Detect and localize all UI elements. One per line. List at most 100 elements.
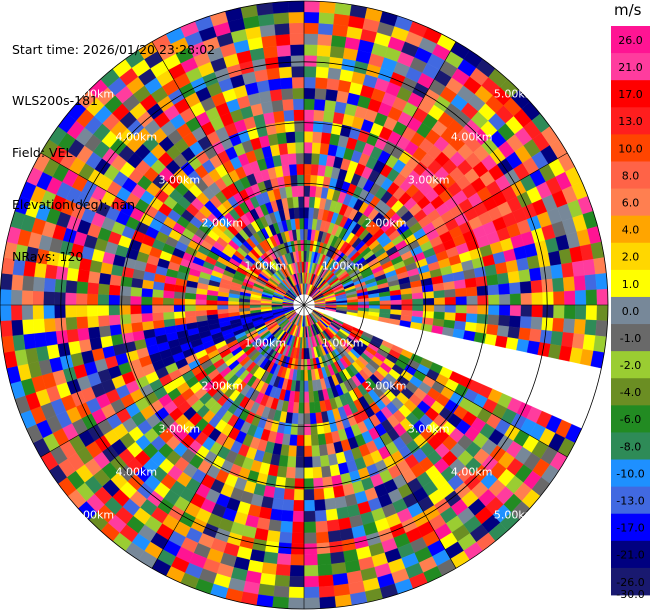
velocity-gate xyxy=(271,99,284,113)
velocity-gate xyxy=(120,323,133,335)
velocity-gate xyxy=(109,324,122,336)
velocity-gate xyxy=(303,109,315,121)
velocity-gate xyxy=(303,413,311,425)
colorbar-tick-label: -4.0 xyxy=(620,386,641,399)
colorbar-swatch xyxy=(611,296,650,325)
velocity-gate xyxy=(585,304,598,321)
velocity-gate xyxy=(520,304,533,318)
velocity-gate xyxy=(292,510,305,523)
velocity-gate xyxy=(119,285,132,297)
velocity-gate xyxy=(303,478,314,490)
velocity-gate xyxy=(311,153,321,165)
velocity-gate xyxy=(324,99,337,113)
velocity-gate xyxy=(390,304,402,311)
velocity-gate xyxy=(0,288,12,306)
velocity-gate xyxy=(550,330,564,346)
velocity-gate xyxy=(249,304,261,308)
velocity-gate xyxy=(325,88,339,102)
velocity-gate xyxy=(141,287,153,298)
colorbar-swatch xyxy=(611,405,650,433)
velocity-gate xyxy=(324,497,337,511)
velocity-gate xyxy=(495,261,508,275)
velocity-gate xyxy=(315,520,328,533)
velocity-gate xyxy=(54,304,66,319)
velocity-gate xyxy=(332,572,349,586)
azimuth-line xyxy=(40,152,305,306)
velocity-gate xyxy=(64,292,77,306)
velocity-gate xyxy=(284,477,296,490)
velocity-gate xyxy=(358,301,370,306)
velocity-gate xyxy=(309,412,317,425)
velocity-gate xyxy=(433,311,446,320)
velocity-gate xyxy=(444,288,456,298)
velocity-gate xyxy=(329,551,345,565)
instrument-label: WLS200s-181 xyxy=(12,93,98,109)
velocity-gate xyxy=(263,551,279,565)
velocity-gate xyxy=(284,120,296,133)
velocity-gate xyxy=(317,563,333,577)
velocity-gate xyxy=(184,310,197,318)
colorbar-tick-label: -8.0 xyxy=(620,440,641,453)
velocity-gate xyxy=(290,55,305,67)
velocity-gate xyxy=(162,311,175,320)
velocity-gate xyxy=(553,291,565,306)
colorbar-swatch xyxy=(611,161,650,189)
velocity-gate xyxy=(333,13,351,27)
velocity-gate xyxy=(401,299,413,306)
velocity-gate xyxy=(289,565,305,577)
colorbar-swatch xyxy=(611,378,650,406)
range-ring-label: 3.00km xyxy=(408,173,450,186)
velocity-gate xyxy=(97,294,109,306)
velocity-gate xyxy=(314,98,326,111)
velocity-gate xyxy=(582,334,596,352)
velocity-gate xyxy=(292,87,305,100)
azimuth-line xyxy=(151,41,305,306)
velocity-gate xyxy=(286,456,297,468)
velocity-gate xyxy=(55,329,69,345)
velocity-gate xyxy=(283,488,295,501)
colorbar-tick-label: -17.0 xyxy=(616,522,644,535)
velocity-gate xyxy=(332,24,349,38)
velocity-gate xyxy=(119,295,131,306)
velocity-gate xyxy=(303,543,318,555)
velocity-gate xyxy=(119,304,131,315)
velocity-gate xyxy=(100,335,113,349)
velocity-gate xyxy=(130,286,143,297)
velocity-gate xyxy=(303,152,313,165)
velocity-gate xyxy=(311,445,321,457)
velocity-gate xyxy=(303,185,311,197)
velocity-gate xyxy=(455,296,468,306)
velocity-gate xyxy=(152,288,164,298)
velocity-gate xyxy=(184,304,196,312)
velocity-gate xyxy=(498,283,511,295)
velocity-gate xyxy=(308,391,315,403)
velocity-gate xyxy=(323,110,335,123)
velocity-gate xyxy=(108,284,121,296)
velocity-gate xyxy=(289,33,305,45)
velocity-gate xyxy=(390,294,402,301)
velocity-gate xyxy=(303,521,317,534)
velocity-gate xyxy=(276,553,292,566)
range-ring-label: 1.00km xyxy=(245,337,287,350)
velocity-gate xyxy=(140,304,153,314)
velocity-gate xyxy=(318,444,328,457)
colorbar-tick-label: 8.0 xyxy=(622,169,640,182)
velocity-gate xyxy=(264,56,280,70)
velocity-gate xyxy=(295,445,305,458)
velocity-gate xyxy=(539,265,553,281)
velocity-gate xyxy=(276,44,292,57)
velocity-gate xyxy=(303,120,314,132)
velocity-gate xyxy=(303,0,321,13)
velocity-gate xyxy=(596,288,609,306)
velocity-gate xyxy=(21,319,35,335)
velocity-gate xyxy=(505,259,519,273)
colorbar-tick-label: 21.0 xyxy=(618,61,643,74)
velocity-gate xyxy=(564,290,576,306)
velocity-gate xyxy=(303,196,310,208)
velocity-gate xyxy=(173,291,186,299)
velocity-gate xyxy=(303,597,321,610)
velocity-gate xyxy=(331,562,347,576)
velocity-gate xyxy=(285,131,296,144)
velocity-gate xyxy=(290,554,305,566)
